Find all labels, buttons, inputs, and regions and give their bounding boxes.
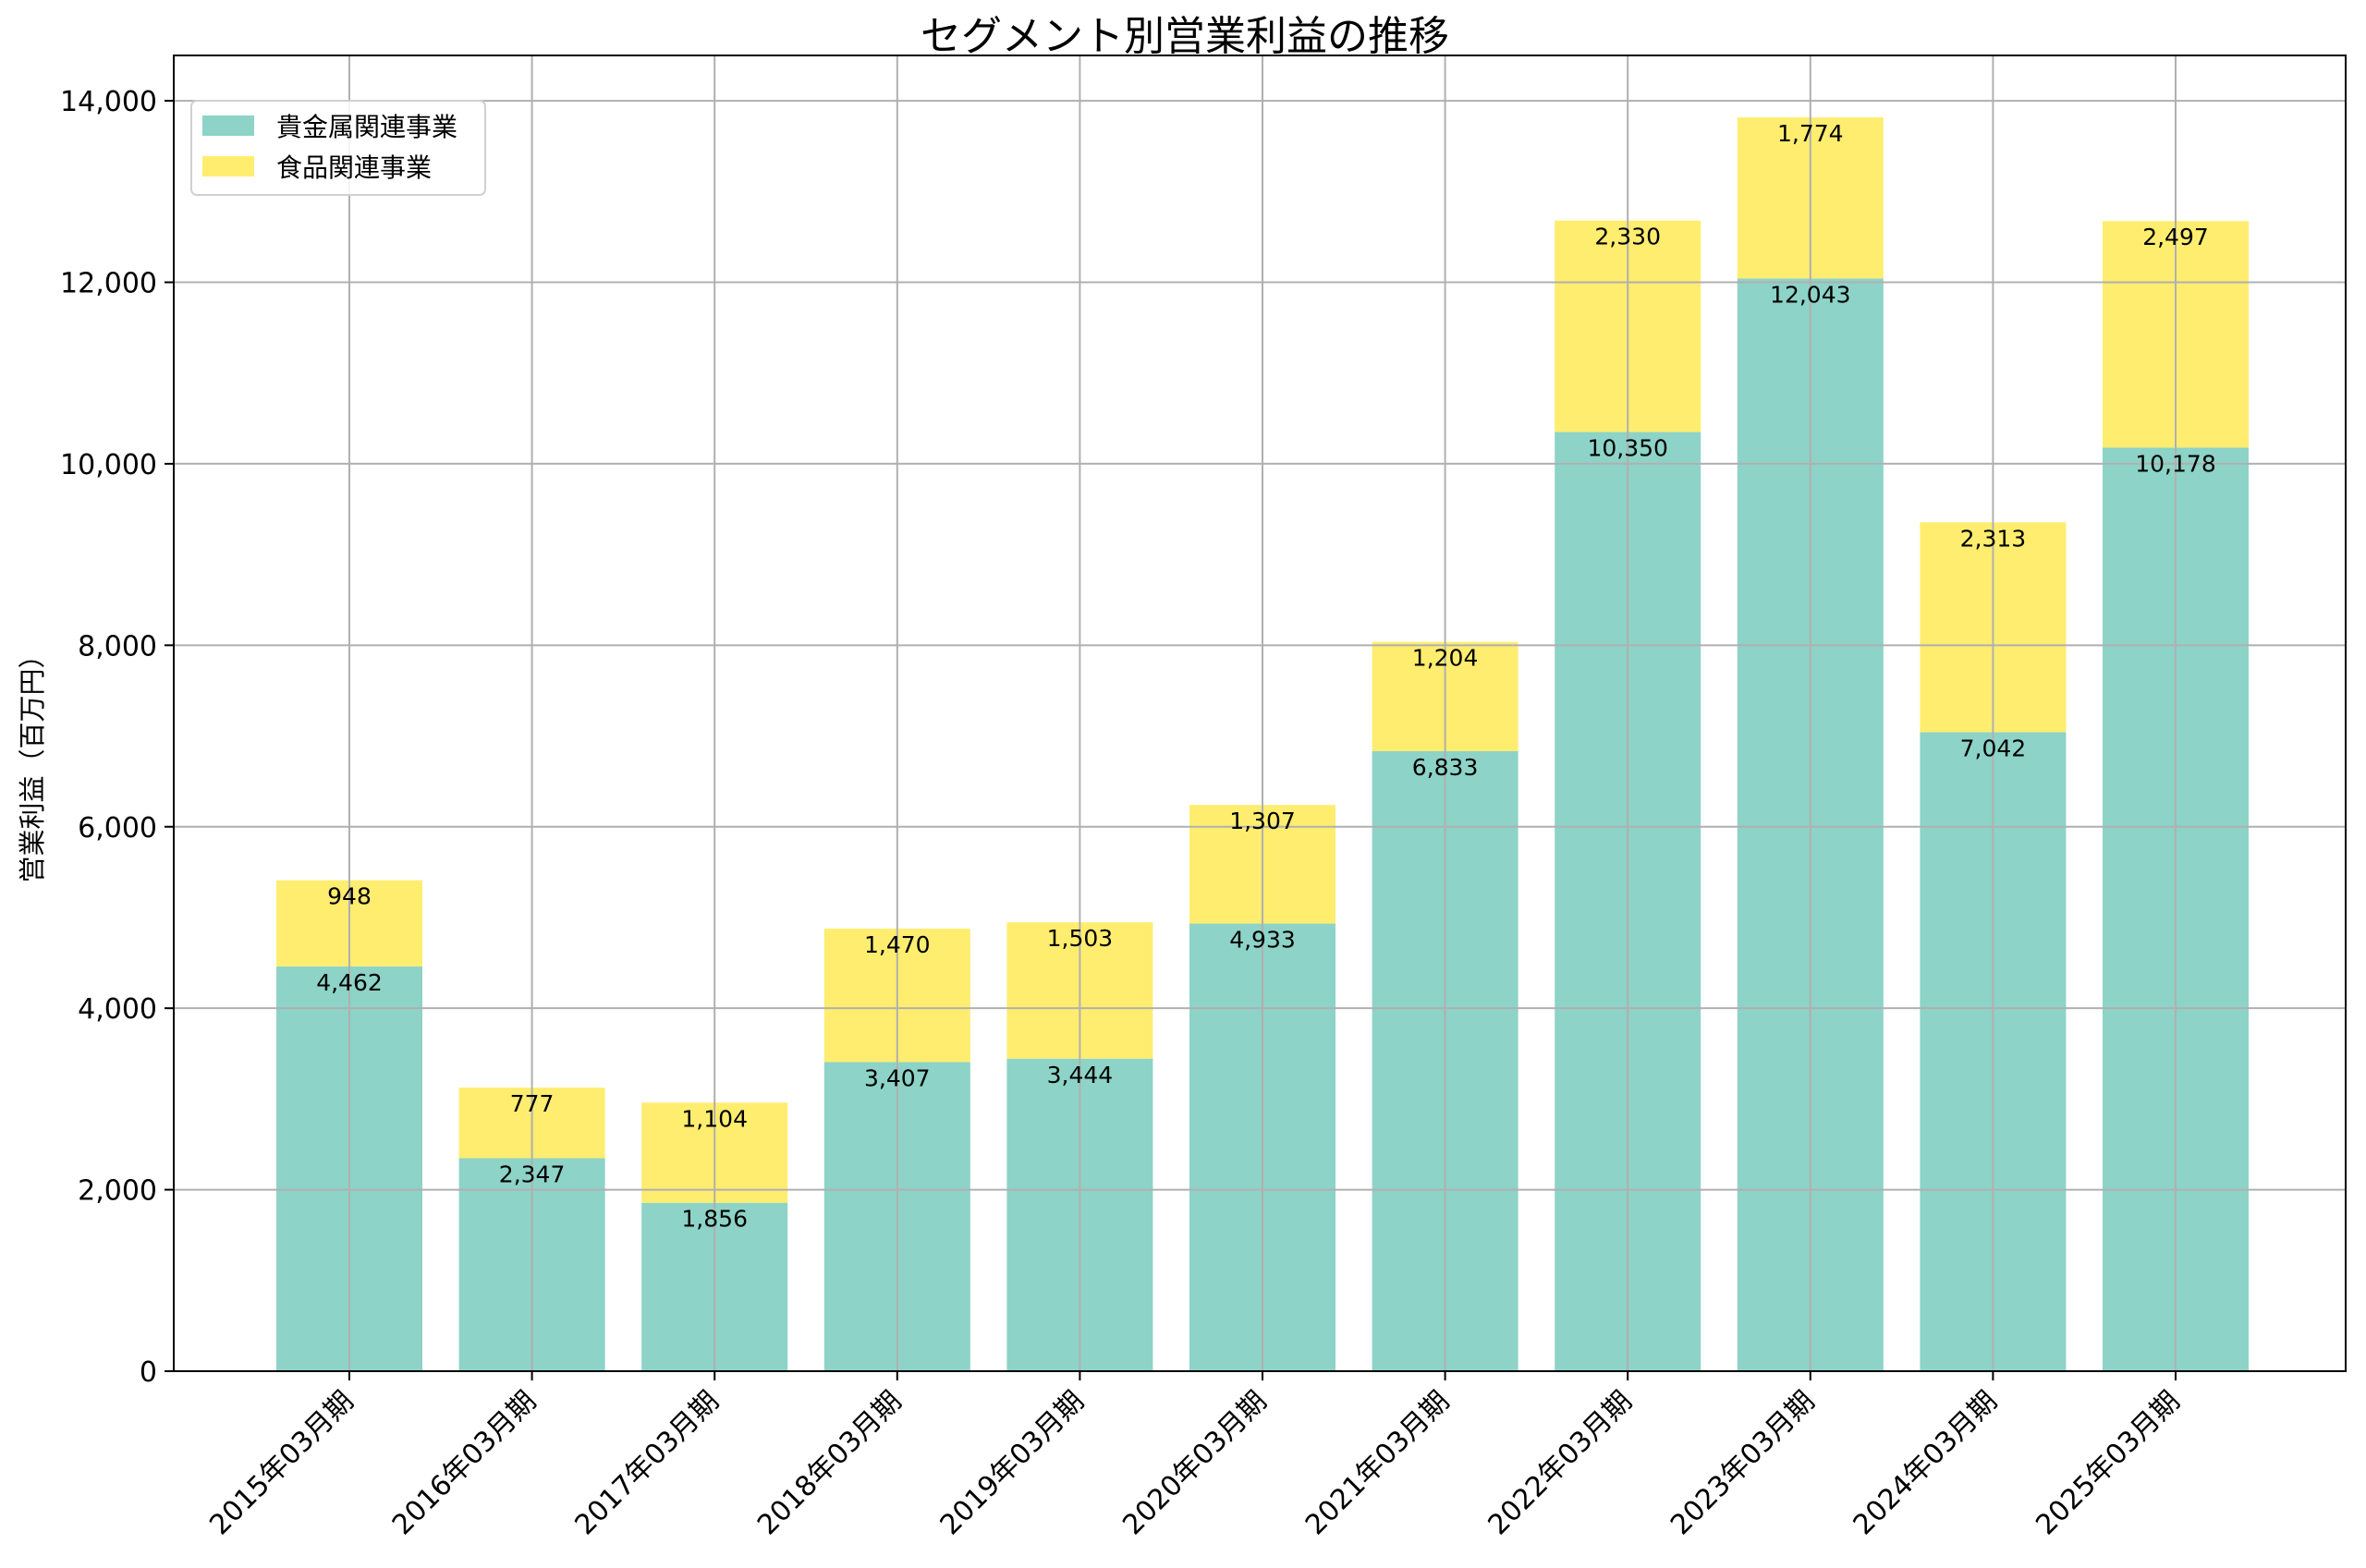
y-axis-label: 営業利益（百万円） [17, 641, 48, 882]
data-label-precious-metals: 2,347 [499, 1161, 566, 1188]
y-tick-label: 4,000 [78, 993, 157, 1026]
data-label-precious-metals: 12,043 [1770, 281, 1850, 308]
data-label-precious-metals: 3,407 [864, 1064, 931, 1091]
data-label-food: 1,204 [1412, 645, 1479, 672]
x-tick-label: 2017年03月期 [568, 1385, 725, 1541]
y-tick-label: 10,000 [60, 449, 157, 481]
y-tick-label: 2,000 [78, 1175, 157, 1208]
data-label-precious-metals: 4,462 [316, 969, 383, 996]
x-tick-label: 2024年03月期 [1848, 1385, 2004, 1541]
data-label-food: 2,313 [1960, 525, 2027, 552]
legend-entry-label: 食品関連事業 [276, 152, 432, 183]
x-tick-label: 2020年03月期 [1116, 1385, 1273, 1541]
y-tick-label: 12,000 [60, 268, 157, 300]
data-label-food: 1,774 [1777, 120, 1844, 147]
legend-entry-label: 貴金属関連事業 [276, 112, 457, 142]
data-label-precious-metals: 1,856 [681, 1206, 748, 1233]
x-tick-label: 2015年03月期 [203, 1385, 360, 1541]
legend-box [190, 100, 486, 196]
data-label-precious-metals: 3,444 [1047, 1062, 1114, 1088]
x-tick-label: 2021年03月期 [1299, 1385, 1456, 1541]
x-tick-label: 2019年03月期 [934, 1385, 1091, 1541]
x-tick-label: 2016年03月期 [386, 1385, 543, 1541]
data-label-food: 1,307 [1229, 808, 1296, 834]
data-label-precious-metals: 4,933 [1229, 927, 1296, 954]
data-label-food: 1,503 [1047, 925, 1114, 952]
data-label-precious-metals: 10,178 [2135, 450, 2215, 477]
data-label-food: 1,470 [864, 931, 931, 958]
x-tick-label: 2022年03月期 [1482, 1385, 1638, 1541]
data-label-food: 2,330 [1594, 224, 1661, 250]
x-tick-label: 2025年03月期 [2030, 1385, 2186, 1541]
y-tick-label: 8,000 [78, 630, 157, 662]
data-label-food: 1,104 [681, 1105, 748, 1132]
x-tick-label: 2018年03月期 [751, 1385, 908, 1541]
y-tick-label: 0 [140, 1356, 157, 1389]
data-label-precious-metals: 6,833 [1412, 754, 1479, 781]
data-label-food: 2,497 [2142, 224, 2209, 250]
plot-frame [173, 55, 2347, 1372]
legend-swatch [202, 115, 254, 136]
data-label-food: 948 [327, 883, 372, 910]
y-tick-label: 6,000 [78, 812, 157, 845]
legend-swatch [202, 156, 254, 176]
chart-title: セグメント別営業利益の推移 [921, 13, 1449, 60]
data-label-precious-metals: 10,350 [1587, 435, 1667, 462]
y-tick-label: 14,000 [60, 86, 157, 118]
x-tick-label: 2023年03月期 [1665, 1385, 1821, 1541]
grid-lines [174, 55, 2346, 1372]
data-label-precious-metals: 7,042 [1960, 735, 2027, 761]
data-label-food: 777 [510, 1090, 555, 1117]
data-labels: 4,462 948 2,347 777 1,856 1,104 3,407 1,470 3,44… [316, 120, 2216, 1233]
